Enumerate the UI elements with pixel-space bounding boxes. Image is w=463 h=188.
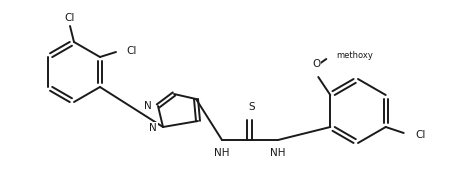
Text: Cl: Cl [126, 46, 136, 56]
Text: Cl: Cl [415, 130, 425, 140]
Text: S: S [248, 102, 255, 112]
Text: Cl: Cl [65, 13, 75, 23]
Text: N: N [144, 101, 152, 111]
Text: NH: NH [214, 148, 229, 158]
Text: methoxy: methoxy [336, 51, 372, 59]
Text: NH: NH [269, 148, 285, 158]
Text: O: O [312, 59, 320, 69]
Text: N: N [149, 123, 156, 133]
